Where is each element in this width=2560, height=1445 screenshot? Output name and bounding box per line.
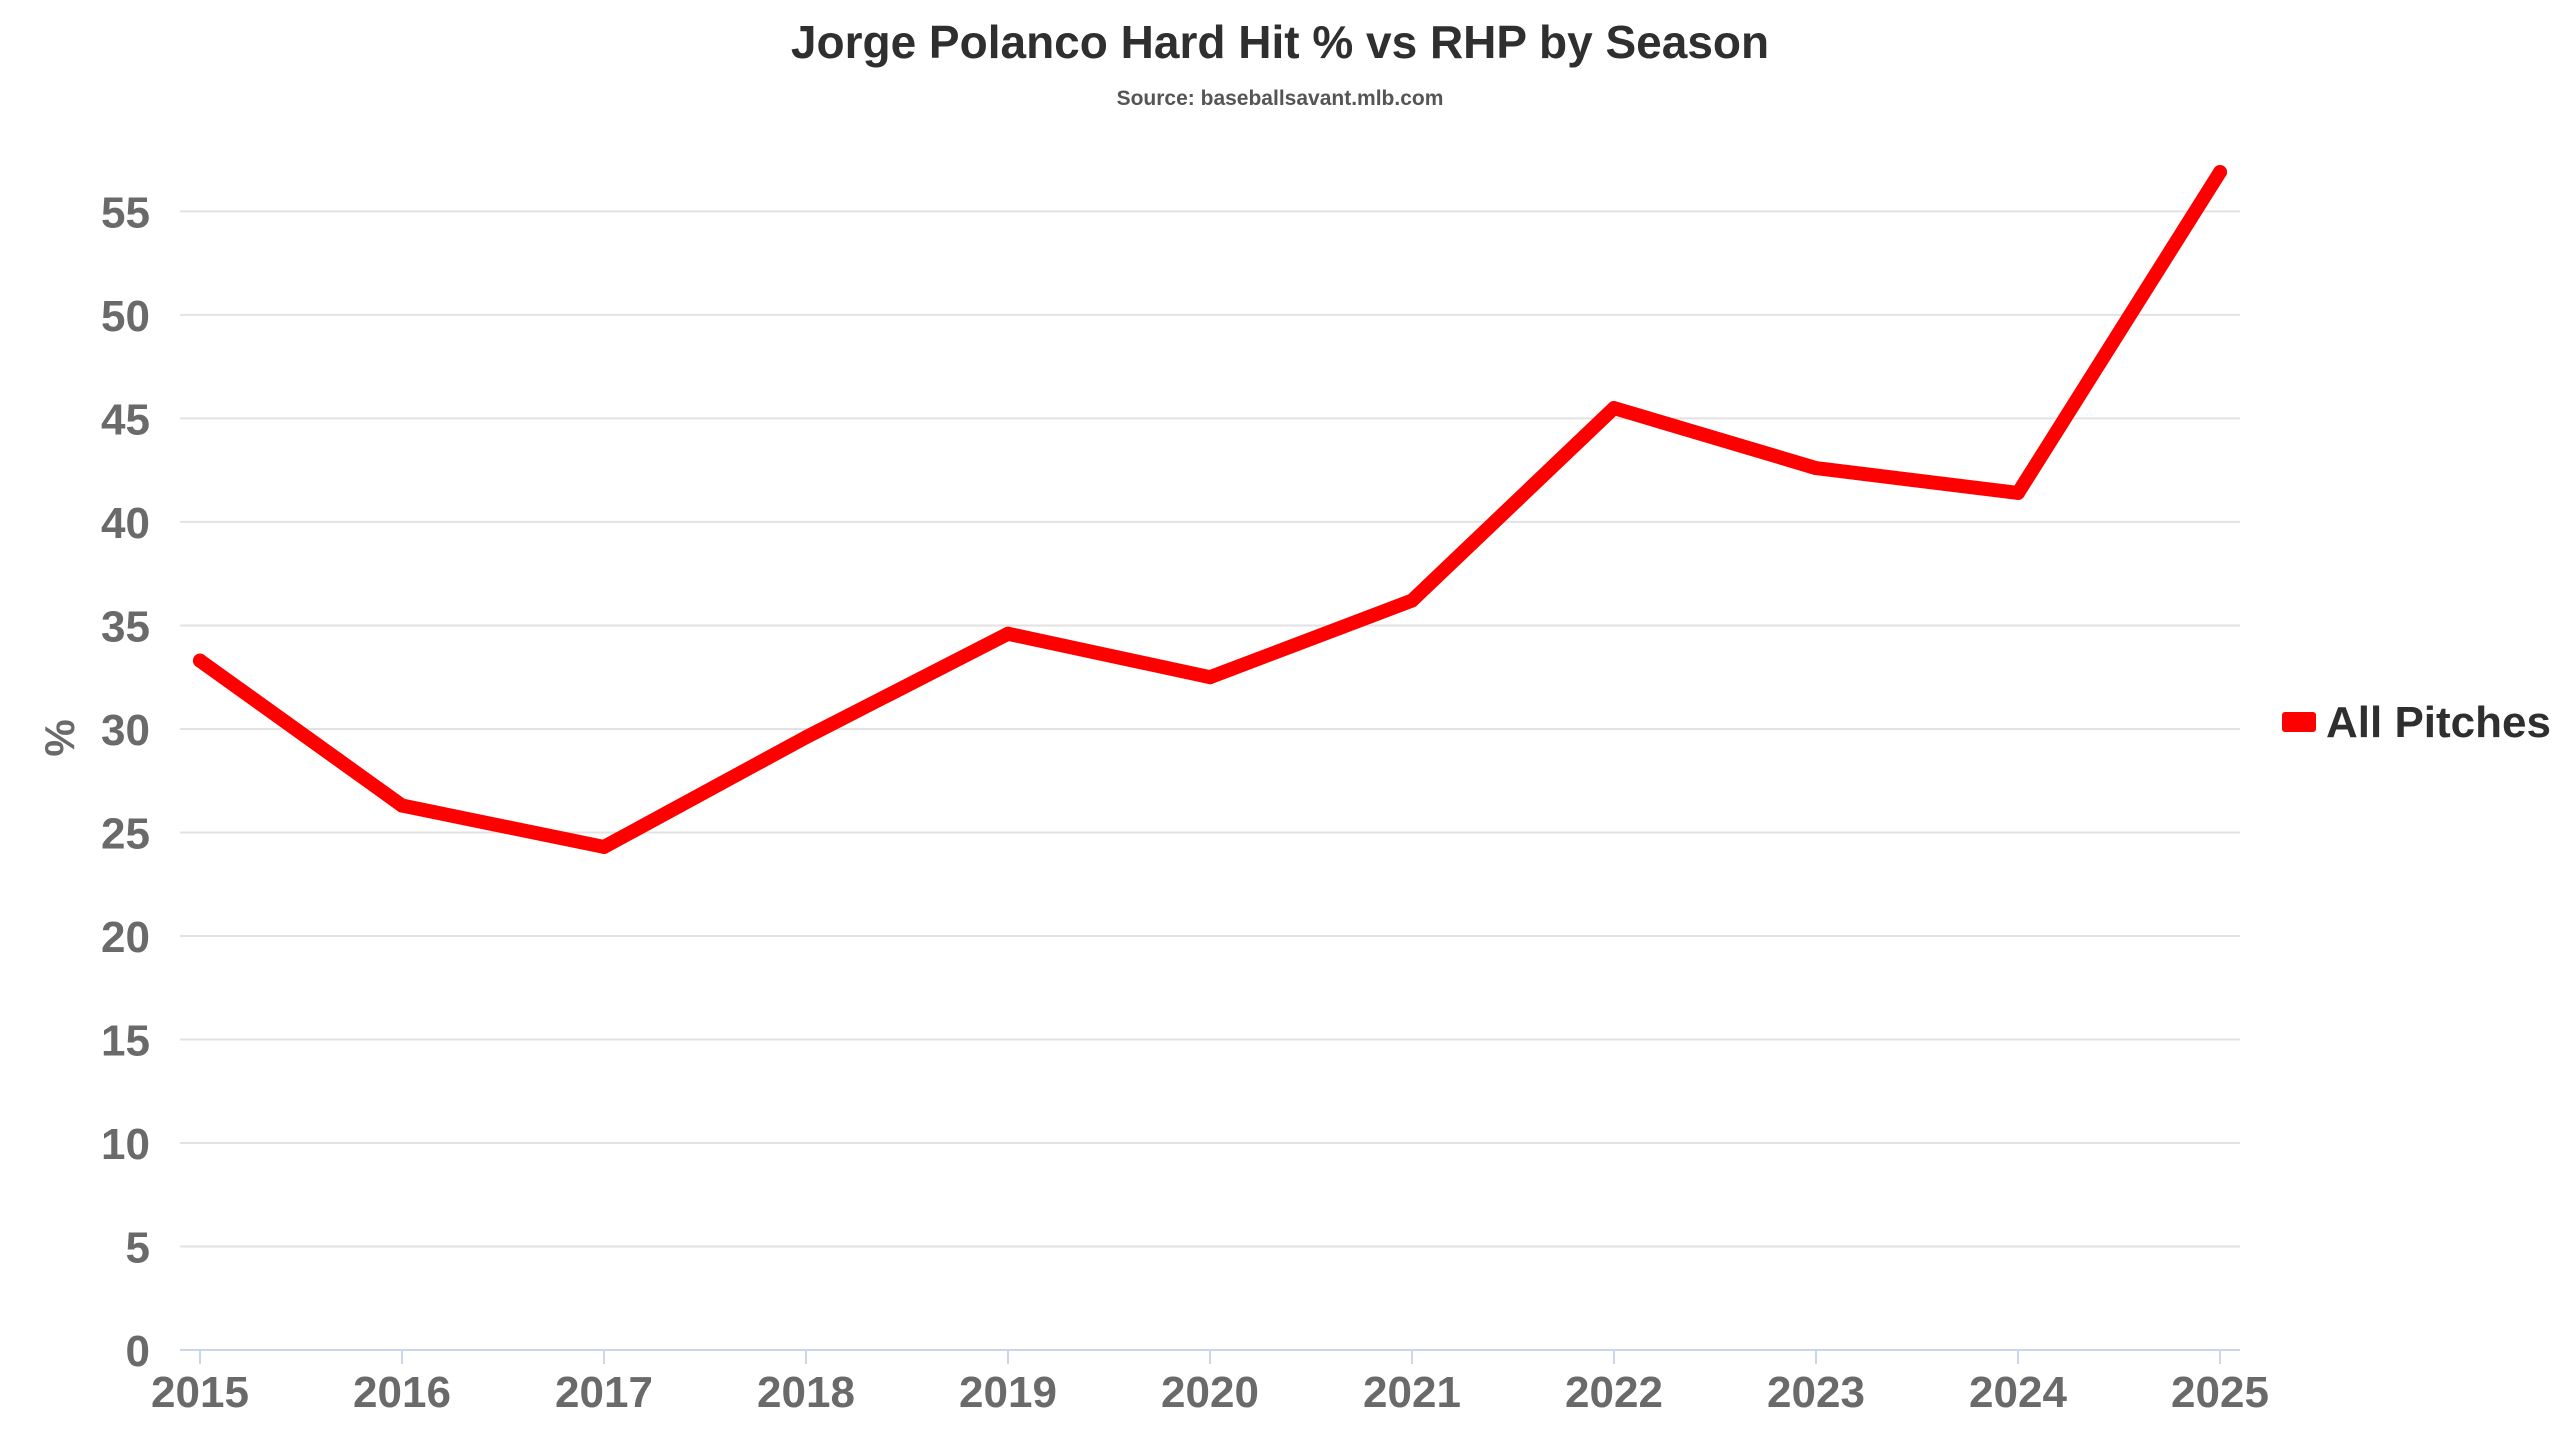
x-tick-label: 2017 [555, 1368, 653, 1417]
x-axis: 2015 2016 2017 2018 2019 2020 2021 2022 2023 2024… [151, 1349, 2269, 1417]
legend-label[interactable]: All Pitches [2326, 698, 2551, 747]
x-tick-label: 2015 [151, 1368, 249, 1417]
y-axis-label: % [36, 719, 83, 756]
x-tick-label: 2023 [1767, 1368, 1865, 1417]
data-point[interactable] [2213, 165, 2227, 180]
y-tick-label: 35 [101, 602, 150, 651]
legend-swatch[interactable] [2282, 712, 2316, 732]
series-line[interactable] [193, 165, 2227, 854]
y-tick-label: 15 [101, 1016, 150, 1065]
data-point[interactable] [395, 798, 409, 813]
y-tick-label: 5 [126, 1223, 150, 1272]
x-tick-label: 2018 [757, 1368, 855, 1417]
data-point[interactable] [1607, 401, 1621, 416]
y-tick-label: 10 [101, 1120, 150, 1169]
x-tick-label: 2024 [1969, 1368, 2067, 1417]
x-tick-label: 2022 [1565, 1368, 1663, 1417]
y-tick-label: 45 [101, 395, 150, 444]
y-tick-label: 50 [101, 292, 150, 341]
data-point[interactable] [799, 730, 813, 745]
data-point[interactable] [2011, 485, 2025, 500]
data-point[interactable] [1203, 670, 1217, 685]
gridlines [180, 210, 2240, 1248]
data-point[interactable] [1809, 461, 1823, 476]
y-tick-label: 25 [101, 809, 150, 858]
chart-title: Jorge Polanco Hard Hit % vs RHP by Seaso… [791, 16, 1769, 68]
x-tick-label: 2025 [2171, 1368, 2269, 1417]
y-tick-label: 30 [101, 706, 150, 755]
y-tick-label: 20 [101, 913, 150, 962]
data-point[interactable] [1001, 626, 1015, 641]
y-axis-ticks: 0 5 10 15 20 25 30 35 40 45 50 55 [101, 188, 150, 1376]
y-tick-label: 0 [126, 1327, 150, 1376]
x-tick-label: 2019 [959, 1368, 1057, 1417]
chart-subtitle: Source: baseballsavant.mlb.com [1117, 87, 1444, 110]
series-layer [193, 165, 2227, 854]
data-point[interactable] [597, 839, 611, 854]
data-point[interactable] [193, 653, 207, 668]
y-tick-label: 40 [101, 499, 150, 548]
x-tick-label: 2016 [353, 1368, 451, 1417]
data-point[interactable] [1405, 593, 1419, 608]
x-tick-label: 2021 [1363, 1368, 1461, 1417]
legend[interactable]: All Pitches [2282, 698, 2551, 747]
y-tick-label: 55 [101, 188, 150, 237]
x-tick-label: 2020 [1161, 1368, 1259, 1417]
